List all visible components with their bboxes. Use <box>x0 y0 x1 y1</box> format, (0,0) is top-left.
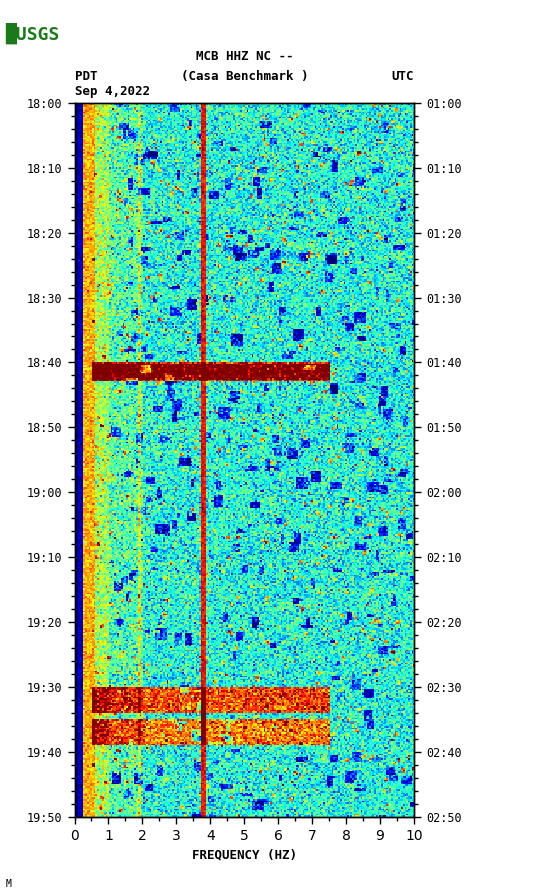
Text: MCB HHZ NC --: MCB HHZ NC -- <box>195 49 293 63</box>
Text: UTC: UTC <box>391 70 414 83</box>
Text: (Casa Benchmark ): (Casa Benchmark ) <box>181 70 308 83</box>
Text: M: M <box>6 879 12 889</box>
X-axis label: FREQUENCY (HZ): FREQUENCY (HZ) <box>192 848 297 862</box>
Text: █USGS: █USGS <box>6 22 60 44</box>
Text: PDT: PDT <box>75 70 97 83</box>
Text: Sep 4,2022: Sep 4,2022 <box>75 85 150 98</box>
